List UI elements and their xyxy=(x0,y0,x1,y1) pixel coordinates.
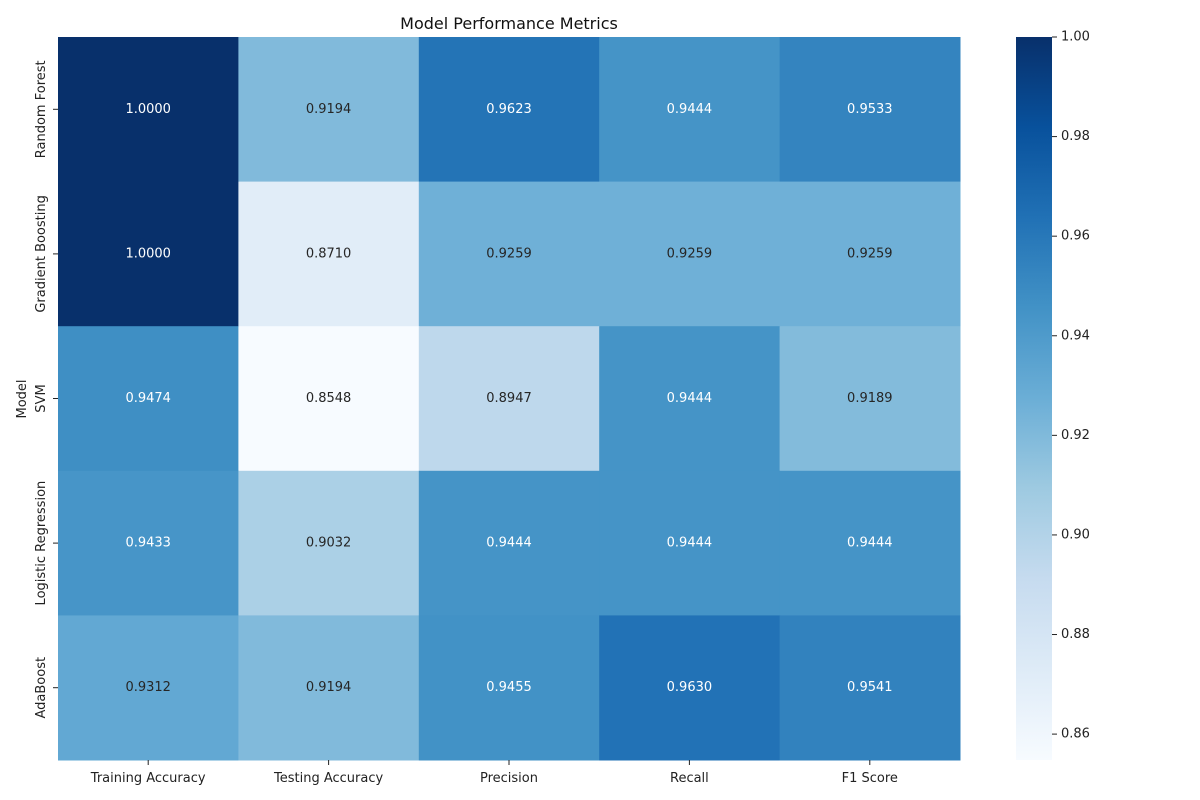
colorbar-tick-label: 0.94 xyxy=(1061,328,1090,343)
y-axis: Random Forest Gradient Boosting SVM Logisti… xyxy=(34,60,58,718)
heatmap-cell xyxy=(599,326,781,472)
cell-value-label: 0.9444 xyxy=(667,391,713,406)
heatmap-cell xyxy=(779,181,961,327)
heatmap-cell xyxy=(418,470,600,616)
heatmap-cell xyxy=(779,37,961,183)
cell-value-label: 0.9259 xyxy=(847,246,893,261)
cell-value-label: 1.0000 xyxy=(125,102,171,117)
colorbar: 0.86 0.88 0.90 0.92 0.94 0.96 0.98 1.00 xyxy=(1016,30,1090,760)
cell-value-label: 0.9312 xyxy=(125,680,171,695)
x-tick-label: Precision xyxy=(480,771,538,786)
colorbar-tick-label: 0.86 xyxy=(1061,727,1090,742)
heatmap-cell xyxy=(779,470,961,616)
cell-value-label: 0.8710 xyxy=(306,246,352,261)
x-axis: Training Accuracy Testing Accuracy Precisi… xyxy=(90,760,898,786)
cell-value-label: 0.9541 xyxy=(847,680,893,695)
colorbar-tick-label: 0.98 xyxy=(1061,129,1090,144)
cell-value-label: 0.9259 xyxy=(486,246,532,261)
heatmap-cells: 1.0000 0.9194 0.9623 0.9444 0.9533 1.0000 0.87… xyxy=(58,37,961,761)
x-tick-label: F1 Score xyxy=(842,771,898,786)
heatmap-cell xyxy=(238,326,420,472)
cell-value-label: 0.9189 xyxy=(847,391,893,406)
cell-value-label: 0.8548 xyxy=(306,391,352,406)
cell-value-label: 0.9533 xyxy=(847,102,893,117)
cell-value-label: 0.9444 xyxy=(847,536,893,551)
heatmap-cell xyxy=(238,615,420,761)
x-tick-label: Training Accuracy xyxy=(90,771,206,786)
heatmap-cell xyxy=(779,615,961,761)
heatmap-cell xyxy=(599,181,781,327)
colorbar-gradient xyxy=(1016,37,1052,760)
y-axis-label: Model xyxy=(15,379,30,418)
y-tick-label: Logistic Regression xyxy=(34,481,49,606)
cell-value-label: 0.9032 xyxy=(306,536,352,551)
cell-value-label: 1.0000 xyxy=(125,246,171,261)
cell-value-label: 0.9259 xyxy=(667,246,713,261)
heatmap-cell xyxy=(58,37,239,183)
heatmap-cell xyxy=(58,181,239,327)
heatmap-cell xyxy=(238,470,420,616)
cell-value-label: 0.9194 xyxy=(306,680,352,695)
cell-value-label: 0.8947 xyxy=(486,391,532,406)
cell-value-label: 0.9444 xyxy=(486,536,532,551)
y-tick-label: Random Forest xyxy=(34,60,49,158)
cell-value-label: 0.9433 xyxy=(125,536,171,551)
heatmap-cell xyxy=(599,470,781,616)
cell-value-label: 0.9194 xyxy=(306,102,352,117)
heatmap-cell xyxy=(418,37,600,183)
colorbar-tick-label: 1.00 xyxy=(1061,30,1090,45)
heatmap-cell xyxy=(599,615,781,761)
x-tick-label: Recall xyxy=(670,771,709,786)
cell-value-label: 0.9444 xyxy=(667,536,713,551)
heatmap-cell xyxy=(599,37,781,183)
cell-value-label: 0.9455 xyxy=(486,680,532,695)
heatmap-cell xyxy=(779,326,961,472)
cell-value-label: 0.9474 xyxy=(125,391,171,406)
heatmap-cell xyxy=(58,615,239,761)
cell-value-label: 0.9630 xyxy=(667,680,713,695)
cell-value-label: 0.9444 xyxy=(667,102,713,117)
y-tick-label: SVM xyxy=(34,384,49,412)
heatmap-cell xyxy=(238,181,420,327)
y-tick-label: Gradient Boosting xyxy=(34,195,49,313)
heatmap-cell xyxy=(418,326,600,472)
heatmap-cell xyxy=(58,326,239,472)
colorbar-tick-label: 0.90 xyxy=(1061,527,1090,542)
colorbar-tick-label: 0.88 xyxy=(1061,627,1090,642)
heatmap-cell xyxy=(418,181,600,327)
heatmap-cell xyxy=(238,37,420,183)
cell-value-label: 0.9623 xyxy=(486,102,532,117)
colorbar-tick-label: 0.92 xyxy=(1061,428,1090,443)
x-tick-label: Testing Accuracy xyxy=(273,771,383,786)
y-tick-label: AdaBoost xyxy=(34,657,49,719)
heatmap-cell xyxy=(58,470,239,616)
chart-title: Model Performance Metrics xyxy=(400,14,618,33)
heatmap-cell xyxy=(418,615,600,761)
colorbar-tick-label: 0.96 xyxy=(1061,229,1090,244)
